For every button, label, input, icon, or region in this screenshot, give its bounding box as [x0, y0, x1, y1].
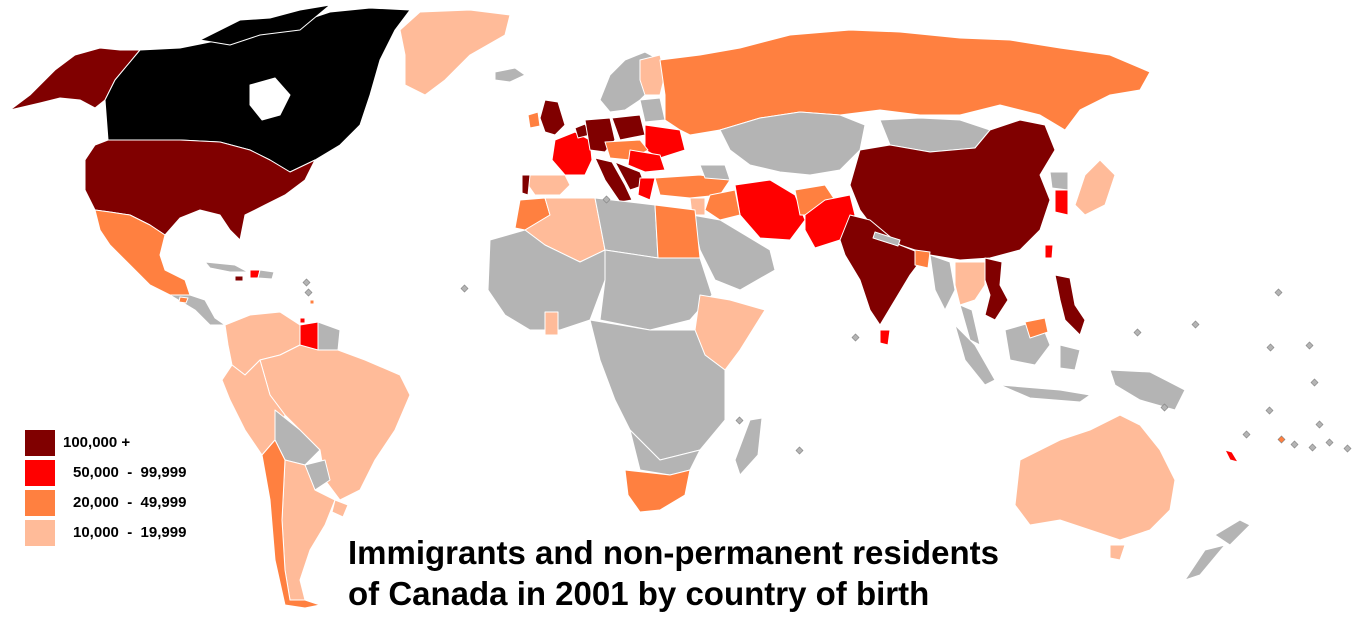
island-marker — [1265, 406, 1274, 415]
region-spain — [527, 174, 571, 196]
island-marker — [795, 446, 804, 455]
island-marker — [602, 195, 611, 204]
region-egypt — [654, 204, 701, 259]
region-indonesia — [999, 384, 1091, 403]
region-taiwan — [1044, 244, 1054, 259]
region-new-zealand — [1184, 519, 1251, 581]
island-marker — [302, 278, 311, 287]
region-poland — [611, 114, 646, 141]
island-marker — [1290, 440, 1299, 449]
region-bangladesh — [914, 249, 931, 269]
region-madagascar — [734, 417, 763, 476]
region-kazakhstan-central-asia — [719, 111, 866, 176]
region-suriname-guiana — [317, 321, 341, 351]
island-marker-colored — [1277, 435, 1286, 444]
island-marker — [1160, 403, 1169, 412]
region-caucasus — [699, 164, 731, 181]
region-greenland — [399, 9, 511, 96]
legend-swatch — [25, 460, 55, 486]
region-iceland — [494, 67, 526, 83]
island-marker — [1133, 328, 1142, 337]
legend-label: 50,000 - 99,999 — [73, 464, 187, 481]
region-russia — [659, 29, 1151, 136]
island-marker — [1266, 343, 1275, 352]
region-philippines — [1054, 274, 1086, 336]
region-australia — [1014, 414, 1176, 541]
region-west-africa — [487, 229, 606, 331]
island-marker — [1191, 320, 1200, 329]
region-chile — [261, 439, 321, 609]
region-sulawesi-new-guinea — [1059, 344, 1186, 411]
region-sumatra — [954, 324, 996, 386]
map-title-line-2: of Canada in 2001 by country of birth — [348, 575, 930, 612]
region-jamaica — [234, 275, 244, 282]
region-canada-islands — [199, 4, 331, 46]
island-marker — [460, 284, 469, 293]
region-central-america — [169, 294, 226, 326]
island-marker — [851, 333, 860, 342]
region-mexico — [94, 209, 191, 296]
region-ireland — [527, 111, 541, 129]
region-italy — [594, 157, 633, 203]
region-romania-hungary — [627, 149, 666, 173]
region-sri-lanka — [879, 329, 891, 346]
region-uruguay — [331, 499, 349, 518]
region-japan — [1074, 159, 1116, 216]
region-myanmar — [929, 254, 956, 311]
legend-swatch — [25, 430, 55, 456]
region-south-africa — [624, 469, 691, 513]
region-finland — [639, 54, 666, 96]
island-marker — [1310, 378, 1319, 387]
island-marker — [735, 416, 744, 425]
island-marker — [1305, 341, 1314, 350]
region-vietnam — [984, 257, 1009, 321]
island-marker — [1274, 288, 1283, 297]
island-marker — [1343, 444, 1352, 453]
region-barbados — [309, 299, 315, 305]
region-trinidad — [299, 317, 306, 324]
region-uk — [539, 99, 566, 136]
legend-swatch — [25, 520, 55, 546]
region-iran — [734, 179, 806, 241]
region-malaysia-borneo — [1024, 317, 1049, 339]
legend-label: 100,000 + — [63, 434, 131, 451]
legend-label: 10,000 - 19,999 — [73, 524, 187, 541]
legend-swatch — [25, 490, 55, 516]
map-title-line-1: Immigrants and non-permanent residents — [348, 534, 999, 571]
region-malay-peninsula — [959, 304, 981, 346]
region-greece — [637, 177, 656, 201]
island-marker — [1242, 430, 1251, 439]
region-thailand-laos — [954, 261, 986, 306]
region-belarus-baltics — [639, 97, 666, 123]
region-portugal — [521, 174, 531, 196]
region-france — [551, 131, 593, 176]
island-marker — [304, 288, 313, 297]
region-nepal — [872, 231, 901, 247]
region-cuba — [204, 261, 249, 273]
region-dominican-republic — [257, 269, 275, 280]
map-title: Immigrants and non-permanent residents o… — [348, 532, 999, 614]
island-marker — [1308, 443, 1317, 452]
island-marker — [1315, 420, 1324, 429]
region-arabia — [691, 214, 776, 291]
region-tasmania — [1109, 544, 1126, 561]
region-libya — [594, 197, 659, 259]
region-north-korea — [1049, 171, 1069, 191]
region-hudson-bay — [249, 77, 291, 121]
region-korea — [1054, 189, 1069, 216]
island-marker — [1325, 438, 1334, 447]
region-sudan-chad — [599, 249, 713, 331]
region-el-salvador — [178, 296, 189, 304]
legend-label: 20,000 - 49,999 — [73, 494, 187, 511]
region-central-africa — [589, 319, 726, 461]
region-fiji — [1224, 449, 1239, 463]
region-iraq — [704, 189, 741, 221]
region-ghana — [544, 311, 559, 336]
